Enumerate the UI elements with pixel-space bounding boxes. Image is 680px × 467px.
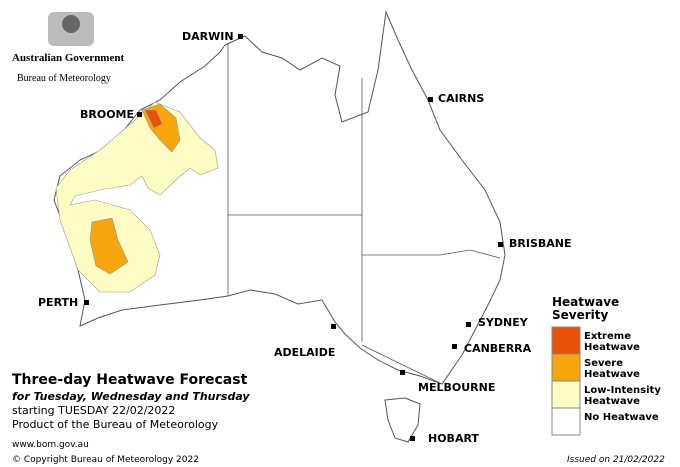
website: www.bom.gov.au bbox=[12, 440, 89, 450]
city-label: MELBOURNE bbox=[418, 381, 496, 394]
city-label: BROOME bbox=[80, 108, 135, 121]
subtitle: for Tuesday, Wednesday and Thursday bbox=[12, 390, 250, 403]
city-label: BRISBANE bbox=[509, 237, 572, 250]
issued-date: Issued on 21/02/2022 bbox=[567, 455, 665, 465]
city-label: SYDNEY bbox=[478, 316, 528, 329]
city-label: DARWIN bbox=[182, 30, 234, 43]
legend-swatch bbox=[551, 380, 581, 409]
state-borders bbox=[227, 44, 501, 385]
city-label: HOBART bbox=[428, 432, 479, 445]
city-label: ADELAIDE bbox=[274, 346, 336, 359]
city-label: CANBERRA bbox=[464, 342, 532, 355]
legend-swatch bbox=[551, 353, 581, 382]
red-zone bbox=[144, 109, 163, 129]
product-note: Product of the Bureau of Meteorology bbox=[12, 418, 219, 431]
orange-zone bbox=[89, 217, 129, 275]
start-date: starting TUESDAY 22/02/2022 bbox=[12, 404, 176, 417]
agency-name: Bureau of Meteorology bbox=[17, 73, 111, 84]
legend-swatch bbox=[551, 326, 581, 355]
logo bbox=[48, 12, 94, 46]
gov-name: Australian Government bbox=[12, 52, 125, 64]
legend-label: Severe Heatwave bbox=[584, 358, 640, 380]
legend-swatch bbox=[551, 407, 581, 436]
city-label: PERTH bbox=[38, 296, 79, 309]
legend-label: Low-Intensity Heatwave bbox=[584, 385, 661, 407]
tasmania bbox=[384, 397, 421, 443]
legend-title: Heatwave Severity bbox=[552, 295, 620, 322]
title: Three-day Heatwave Forecast bbox=[12, 372, 248, 388]
copyright: © Copyright Bureau of Meteorology 2022 bbox=[12, 455, 199, 465]
city-label: CAIRNS bbox=[438, 92, 485, 105]
mainland bbox=[53, 10, 506, 385]
legend-label: Extreme Heatwave bbox=[584, 331, 640, 353]
legend-label: No Heatwave bbox=[584, 412, 659, 423]
city-markers bbox=[84, 34, 503, 441]
